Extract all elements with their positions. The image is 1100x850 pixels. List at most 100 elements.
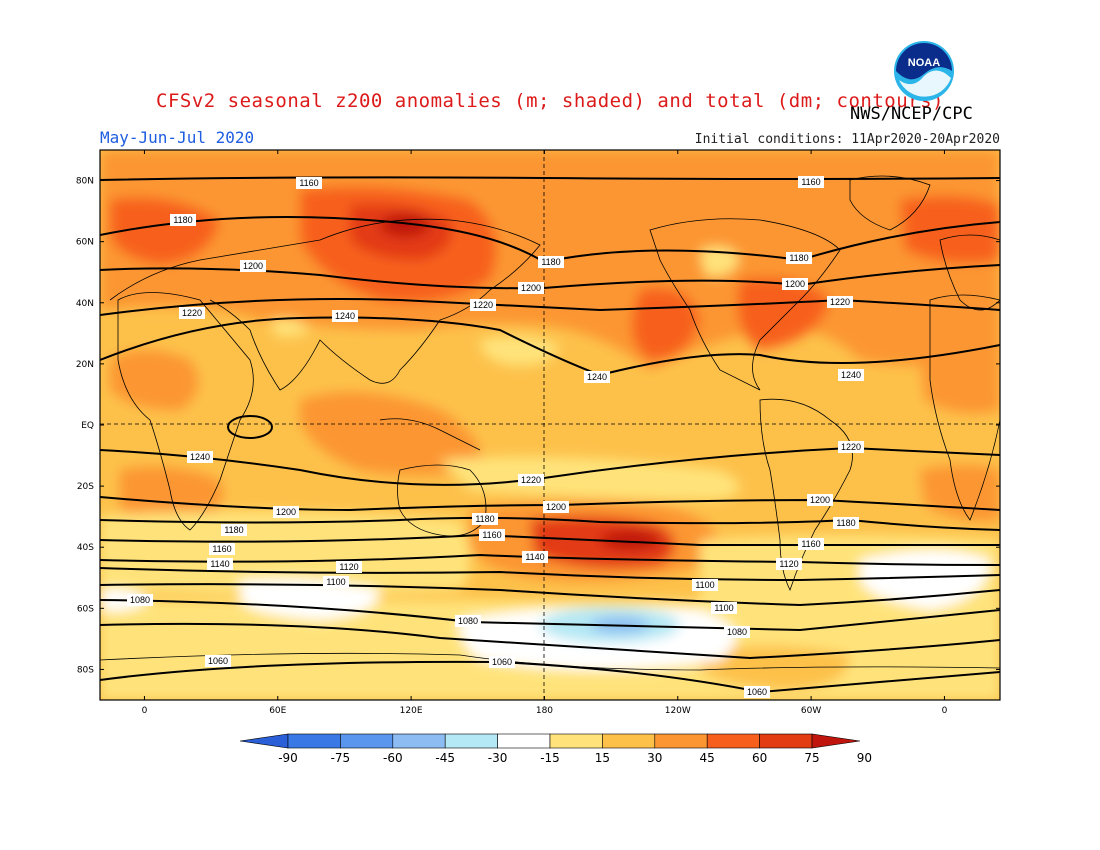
contour-1180-s: [100, 533, 1000, 547]
lat-tick-label: 60N: [76, 238, 94, 248]
contour-label-bg: [522, 551, 548, 563]
contour-label-bg: [332, 310, 358, 322]
contour-label-bg: [786, 252, 812, 264]
contour-label: 1160: [801, 539, 820, 549]
colorbar-tick-label: -60: [383, 751, 403, 765]
colorbar-swatch: [340, 733, 394, 749]
lon-tick-label: 60E: [269, 706, 286, 716]
colorbar-swatch: [549, 733, 603, 749]
coast-greenland: [849, 175, 931, 231]
coast-n-america: [649, 218, 841, 391]
shade-yellow-tropic: [480, 336, 560, 366]
contour-label: 1200: [276, 507, 296, 517]
chart-title: CFSv2 seasonal z200 anomalies (m; shaded…: [156, 90, 944, 112]
contour-label-bg: [489, 656, 515, 668]
contour-label: 1240: [841, 370, 861, 380]
contour-1240-loop: [227, 415, 273, 439]
contour-label: 1180: [789, 253, 808, 263]
lat-tick-label: 40N: [76, 299, 94, 309]
contour-label: 1200: [521, 283, 541, 293]
contour-label-bg: [179, 307, 205, 319]
lat-tick-label: 20S: [77, 482, 94, 492]
contour-label-bg: [538, 256, 564, 268]
contour-label: 1080: [727, 627, 747, 637]
contour-label-bg: [221, 524, 247, 536]
contour-label-bg: [827, 296, 853, 308]
contour-label-bg: [724, 626, 750, 638]
contour-label: 1180: [475, 514, 494, 524]
lon-axis: 0 60E 120E 180 120W 60W 0: [142, 706, 948, 716]
contour-label-bg: [296, 177, 322, 189]
lat-tick-label: 60S: [77, 604, 94, 614]
colorbar-swatch: [392, 733, 446, 749]
shade-tropic-west: [110, 350, 198, 410]
contour-label-bg: [240, 260, 266, 272]
contour-label-bg: [472, 513, 498, 525]
contour-label-bg: [470, 299, 496, 311]
colorbar-min-arrow: [239, 733, 289, 749]
contour-label: 1180: [541, 257, 560, 267]
contour-label-bg: [807, 494, 833, 506]
contour-label-bg: [127, 594, 153, 606]
lon-tick-label: 60W: [801, 706, 821, 716]
contour-label-bg: [798, 176, 824, 188]
shade-n-america: [737, 277, 830, 350]
contour-label: 1160: [299, 178, 318, 188]
contour-label-bg: [838, 369, 864, 381]
contour-1080-s: [100, 622, 1000, 660]
contour-label-bg: [187, 451, 213, 463]
contour-1160-s: [100, 553, 1000, 566]
contour-label: 1200: [785, 279, 805, 289]
shade-yellow-ne: [700, 246, 740, 276]
lon-tick-label: 0: [142, 706, 148, 716]
colorbar-swatch: [759, 733, 813, 749]
shade-south-africa: [120, 466, 223, 522]
lat-tick-label: 80N: [76, 177, 94, 187]
colorbar-tick-label: 45: [700, 751, 715, 765]
contour-label-bg: [479, 529, 505, 541]
colorbar-tick-label: 90: [857, 751, 872, 765]
contour-label: 1220: [841, 442, 861, 452]
colorbar-swatch: [654, 733, 708, 749]
colorbar-tick-label: -45: [435, 751, 455, 765]
colorbar-max-arrow: [811, 733, 861, 749]
logo-text: NOAA: [908, 57, 940, 69]
contour-label-bg: [207, 558, 233, 570]
contour-1240-n: [100, 316, 1000, 377]
contour-label-bg: [205, 655, 231, 667]
contour-label-bg: [323, 576, 349, 588]
contour-label-bg: [584, 371, 610, 383]
contour-label-bg: [273, 506, 299, 518]
contour-label: 1220: [473, 300, 493, 310]
axis-ticks: [100, 150, 1000, 700]
coast-africa-east: [929, 294, 1000, 521]
contour-1140-s: [100, 567, 1000, 582]
colorbar-swatch: [444, 733, 498, 749]
colorbar-swatch: [287, 733, 341, 749]
shade-yellow-band: [100, 511, 470, 595]
contour-1100-s: [100, 599, 1000, 632]
colorbar-tick-label: -30: [488, 751, 508, 765]
contour-label: 1080: [130, 595, 150, 605]
contour-label: 1180: [224, 525, 243, 535]
contour-1060-s: [100, 660, 1000, 694]
contour-label: 1060: [492, 657, 512, 667]
contour-label-layer: 1160 1160 1180 1180 1180 1200 1200 1200 1220 1220…: [127, 176, 864, 698]
agency-label: NWS/NCEP/CPC: [850, 104, 973, 124]
lat-tick-label: 20N: [76, 360, 94, 370]
contour-label-bg: [455, 615, 481, 627]
contour-label-bg: [838, 441, 864, 453]
contour-label-bg: [744, 686, 770, 698]
shade-core-s-pacific: [600, 530, 660, 550]
contour-label: 1160: [212, 544, 231, 554]
initial-conditions-label: Initial conditions: 11Apr2020-20Apr2020: [694, 132, 1000, 147]
coast-eurasia: [109, 218, 541, 391]
contour-label: 1160: [801, 177, 820, 187]
contour-label: 1060: [747, 687, 767, 697]
colorbar-swatch: [706, 733, 760, 749]
shade-yellow-india: [270, 318, 310, 337]
contour-lines: [100, 176, 1000, 694]
contour-label: 1240: [335, 311, 355, 321]
